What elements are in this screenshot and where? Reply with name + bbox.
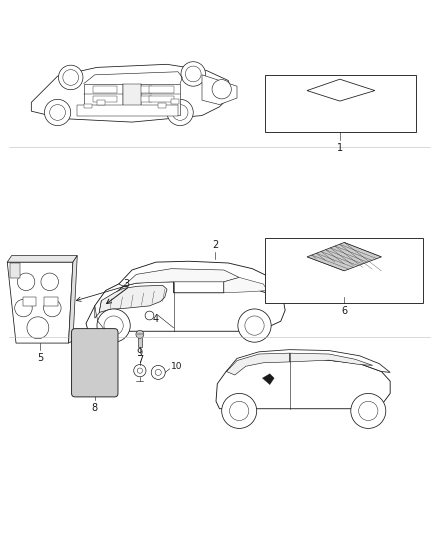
Circle shape <box>350 393 385 429</box>
Polygon shape <box>306 243 381 271</box>
Polygon shape <box>68 255 77 343</box>
Bar <box>127 96 151 102</box>
Circle shape <box>17 273 35 290</box>
Bar <box>138 335 142 348</box>
Polygon shape <box>201 75 237 104</box>
Circle shape <box>358 401 377 421</box>
Bar <box>22 297 35 306</box>
Circle shape <box>14 300 32 317</box>
Circle shape <box>41 273 58 290</box>
Bar <box>265 238 422 303</box>
Polygon shape <box>95 284 123 318</box>
Text: 8: 8 <box>92 403 98 413</box>
Circle shape <box>229 401 248 421</box>
Polygon shape <box>86 274 285 332</box>
Circle shape <box>63 70 78 85</box>
Polygon shape <box>226 350 389 373</box>
Bar <box>171 99 179 104</box>
Bar <box>97 100 105 104</box>
Circle shape <box>145 311 153 320</box>
Text: 4: 4 <box>152 314 158 324</box>
Circle shape <box>97 309 130 342</box>
Circle shape <box>43 300 61 317</box>
Polygon shape <box>123 84 141 115</box>
Bar <box>44 297 57 306</box>
Bar <box>77 104 177 116</box>
Polygon shape <box>7 255 77 262</box>
Polygon shape <box>99 285 166 312</box>
Bar <box>92 86 117 93</box>
Polygon shape <box>7 262 73 343</box>
Bar <box>127 86 151 93</box>
Polygon shape <box>215 358 389 409</box>
Bar <box>265 75 416 132</box>
Text: 1: 1 <box>336 143 342 153</box>
Circle shape <box>185 66 201 82</box>
Text: 6: 6 <box>340 306 346 316</box>
FancyBboxPatch shape <box>71 329 118 397</box>
Polygon shape <box>223 278 267 293</box>
Circle shape <box>134 365 146 377</box>
Circle shape <box>104 316 123 335</box>
Circle shape <box>212 79 231 99</box>
Circle shape <box>44 99 71 126</box>
Text: 5: 5 <box>37 353 43 363</box>
Circle shape <box>166 99 193 126</box>
Text: 3: 3 <box>124 279 130 289</box>
Bar <box>149 86 173 93</box>
Polygon shape <box>306 79 374 101</box>
Circle shape <box>136 330 144 338</box>
Polygon shape <box>108 261 280 301</box>
Bar <box>92 96 117 102</box>
Circle shape <box>180 62 205 86</box>
Text: 9: 9 <box>137 349 143 358</box>
Circle shape <box>221 393 256 429</box>
Circle shape <box>27 317 49 338</box>
Polygon shape <box>123 269 239 286</box>
Circle shape <box>49 104 65 120</box>
Circle shape <box>237 309 271 342</box>
Bar <box>11 263 20 278</box>
Circle shape <box>58 65 83 90</box>
Polygon shape <box>262 374 274 385</box>
Text: 7: 7 <box>136 356 143 365</box>
Circle shape <box>137 368 142 373</box>
Bar <box>84 104 92 108</box>
Polygon shape <box>289 353 372 366</box>
Polygon shape <box>31 64 232 122</box>
Circle shape <box>244 316 264 335</box>
Circle shape <box>155 369 161 375</box>
Bar <box>84 84 180 115</box>
Text: 2: 2 <box>212 240 218 250</box>
Circle shape <box>172 104 187 120</box>
Text: 10: 10 <box>171 362 183 371</box>
Bar <box>149 96 173 102</box>
Polygon shape <box>226 353 289 375</box>
Bar <box>158 103 166 108</box>
Circle shape <box>151 366 165 379</box>
